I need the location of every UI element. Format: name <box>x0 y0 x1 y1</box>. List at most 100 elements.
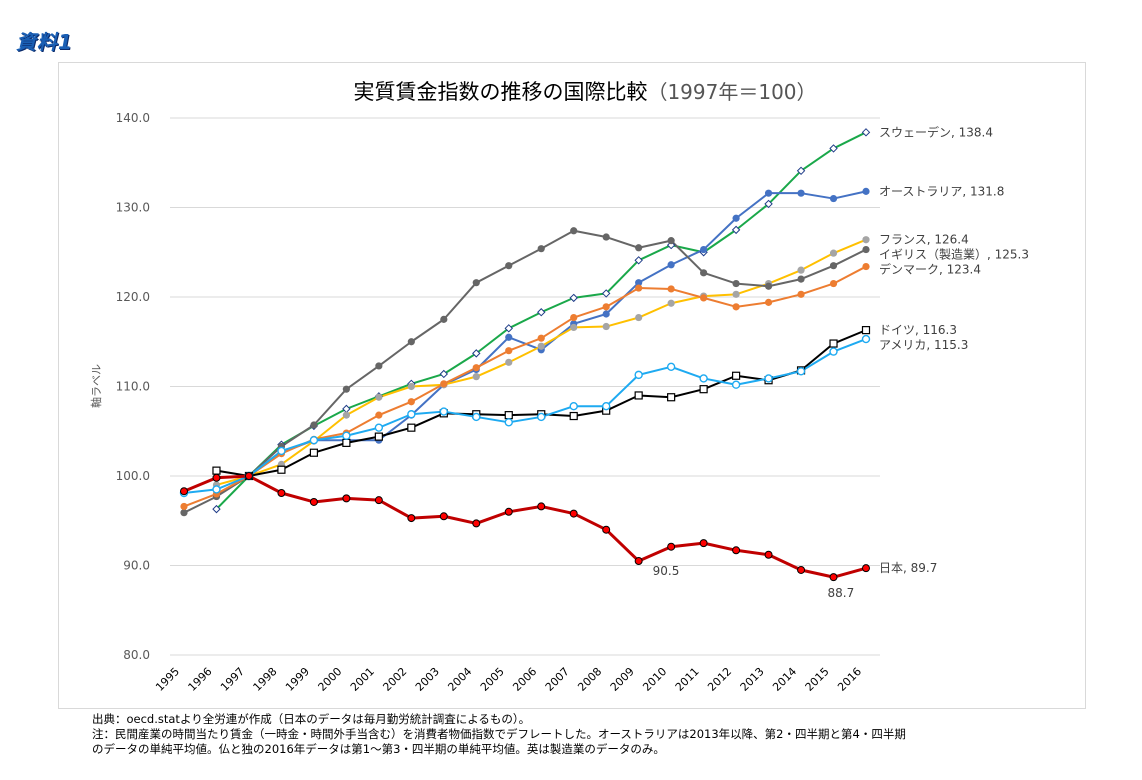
data-point <box>829 279 838 288</box>
x-tick-label: 2002 <box>380 665 409 694</box>
data-point <box>764 199 773 209</box>
x-tick-label: 2014 <box>770 665 799 694</box>
data-point <box>472 373 480 381</box>
data-point <box>829 144 838 153</box>
data-point <box>472 364 480 372</box>
data-point <box>342 404 351 414</box>
data-point <box>829 573 838 582</box>
x-tick-label: 2015 <box>803 665 832 694</box>
data-point <box>601 401 611 411</box>
data-point <box>309 448 319 457</box>
data-point <box>504 411 513 420</box>
data-point <box>796 367 806 376</box>
data-point <box>732 290 740 298</box>
data-point <box>829 339 838 348</box>
data-point <box>309 497 318 506</box>
data-point <box>829 194 838 203</box>
data-point <box>797 290 805 298</box>
data-point <box>375 393 383 401</box>
footer-note-line1: 注：民間産業の時間当たり賃金（一時金・時間外手当含む）を消費者物価指数でデフレー… <box>92 727 906 741</box>
data-point <box>374 432 383 441</box>
data-point <box>505 358 513 366</box>
data-point <box>731 225 741 235</box>
data-point <box>570 313 578 322</box>
data-point <box>829 347 838 356</box>
data-annotation: 88.7 <box>828 586 855 600</box>
data-point <box>634 391 643 400</box>
data-point <box>537 342 545 350</box>
data-point <box>699 539 708 548</box>
data-point <box>699 385 708 394</box>
data-point <box>861 326 871 335</box>
data-point <box>537 502 546 511</box>
data-point <box>472 412 481 422</box>
data-point <box>505 262 513 270</box>
x-tick-label: 2016 <box>835 665 864 694</box>
data-point <box>310 421 318 429</box>
data-point <box>180 487 188 496</box>
x-tick-label: 1998 <box>251 665 280 694</box>
data-point <box>407 423 416 432</box>
data-point <box>180 502 188 511</box>
series-end-label: スウェーデン, 138.4 <box>879 124 993 139</box>
x-tick-label: 2004 <box>445 665 474 694</box>
chart-footer: 出典：oecd.statより全労連が作成（日本のデータは毎月勤労統計調査によるも… <box>92 712 906 757</box>
data-point <box>342 438 351 447</box>
data-annotation: 90.5 <box>653 564 680 578</box>
data-point <box>537 308 546 317</box>
data-point <box>699 374 708 383</box>
data-point <box>635 284 643 292</box>
data-point <box>537 245 545 253</box>
data-point <box>667 299 675 307</box>
data-point <box>277 446 286 456</box>
data-point <box>407 338 415 346</box>
data-point <box>667 237 675 245</box>
data-point <box>277 489 286 498</box>
data-point <box>700 245 708 254</box>
data-point <box>700 294 708 302</box>
data-point <box>829 262 838 270</box>
x-tick-label: 1995 <box>153 665 182 694</box>
data-point <box>375 411 383 419</box>
y-tick-label: 90.0 <box>123 559 150 573</box>
data-point <box>667 285 675 293</box>
data-point <box>342 431 351 440</box>
x-tick-label: 2006 <box>510 665 539 694</box>
footer-note-line2: のデータの単純平均値。仏と独の2016年データは第1～第3・四半期の単純平均値。… <box>92 742 665 756</box>
data-point <box>797 565 806 574</box>
data-point <box>374 423 384 432</box>
data-point <box>635 279 643 287</box>
document-label: 資料1 <box>16 30 73 54</box>
data-point <box>342 494 351 503</box>
data-point <box>797 189 805 197</box>
data-point <box>440 315 448 323</box>
chart-frame <box>58 62 1086 709</box>
y-tick-label: 100.0 <box>116 469 150 483</box>
data-point <box>666 362 676 372</box>
y-tick-label: 130.0 <box>116 201 150 215</box>
x-tick-label: 1999 <box>283 665 312 694</box>
x-tick-label: 2008 <box>575 665 604 694</box>
data-point <box>569 411 578 421</box>
x-tick-label: 2003 <box>413 665 442 694</box>
data-point <box>635 244 643 252</box>
data-point <box>732 214 740 222</box>
x-tick-label: 2000 <box>316 665 345 694</box>
data-point <box>439 512 448 521</box>
data-point <box>764 282 773 290</box>
data-point <box>731 371 741 380</box>
y-axis-label: 軸ラベル <box>89 364 103 408</box>
data-point <box>764 189 773 197</box>
data-point <box>797 275 805 283</box>
data-point <box>764 374 773 383</box>
x-tick-label: 2005 <box>478 665 507 694</box>
data-point <box>732 279 740 288</box>
data-point <box>601 289 611 298</box>
chart-subtitle: （1997年＝100） <box>647 80 817 104</box>
chart-title: 実質賃金指数の推移の国際比較（1997年＝100） <box>0 76 1142 106</box>
x-tick-label: 2007 <box>543 665 572 694</box>
data-point <box>569 401 578 411</box>
data-point <box>862 245 870 254</box>
data-point <box>667 393 676 402</box>
